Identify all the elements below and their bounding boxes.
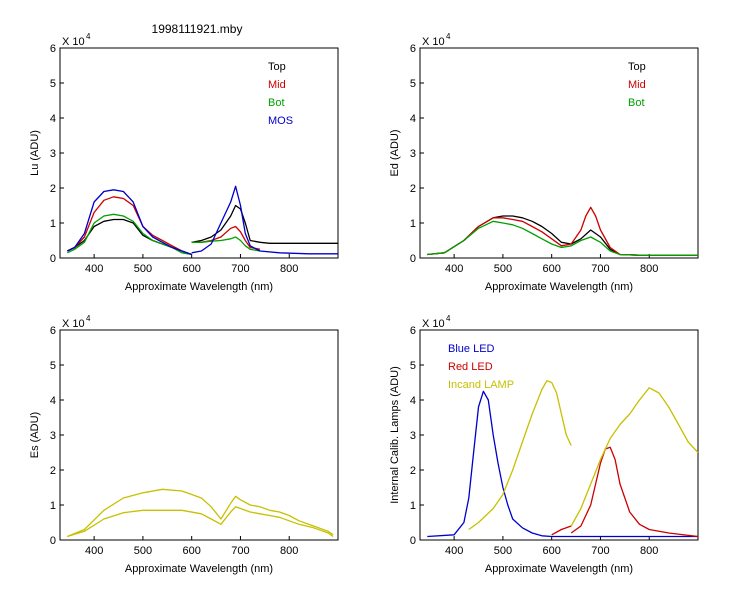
x-tick-label-2-4: 800 (280, 545, 298, 557)
series-line-3-1-1 (570, 446, 699, 538)
y-tick-label-0-1: 1 (50, 218, 56, 230)
y-tick-label-2-4: 4 (50, 395, 56, 407)
x-tick-label-2-3: 700 (231, 545, 249, 557)
x-tick-label-3-3: 700 (591, 545, 609, 557)
y-tick-label-1-3: 3 (410, 148, 416, 160)
series-line-3-1-0 (551, 525, 572, 536)
x-tick-label-1-0: 400 (445, 263, 463, 275)
series-line-3-0-0 (427, 390, 698, 538)
y-axis-label-1: Ed (ADU) (389, 129, 401, 176)
y-tick-label-1-1: 1 (410, 218, 416, 230)
plot-frame-1 (419, 47, 699, 259)
x-tick-label-2-2: 600 (183, 545, 201, 557)
series-line-0-0-0 (67, 218, 192, 256)
y-tick-label-1-0: 0 (410, 253, 416, 265)
y-tick-label-1-2: 2 (410, 183, 416, 195)
legend-entry-3-0: Blue LED (448, 343, 495, 355)
y-tick-label-3-6: 6 (410, 325, 416, 337)
y-tick-label-1-5: 5 (410, 78, 416, 90)
series-line-3-2-1 (570, 387, 699, 527)
legend-entry-1-1: Mid (628, 79, 646, 91)
y-tick-label-3-2: 2 (410, 465, 416, 477)
series-line-0-1-0 (67, 196, 192, 256)
x-axis-label-2: Approximate Wavelength (nm) (125, 563, 273, 575)
y-tick-label-2-1: 1 (50, 500, 56, 512)
y-tick-label-0-4: 4 (50, 113, 56, 125)
y-tick-label-1-4: 4 (410, 113, 416, 125)
series-line-1-2-0 (427, 220, 698, 256)
legend-entry-1-2: Bot (628, 97, 645, 109)
x-axis-label-0: Approximate Wavelength (nm) (125, 281, 273, 293)
x-tick-label-1-2: 600 (543, 263, 561, 275)
y-axis-label-3: Internal Calib. Lamps (ADU) (389, 366, 401, 504)
y-multiplier-2: X 10 (62, 318, 85, 330)
x-tick-label-3-4: 800 (640, 545, 658, 557)
x-tick-label-0-0: 400 (85, 263, 103, 275)
series-line-0-2-1 (191, 236, 261, 252)
x-axis-label-1: Approximate Wavelength (nm) (485, 281, 633, 293)
x-axis-label-3: Approximate Wavelength (nm) (485, 563, 633, 575)
x-tick-label-0-1: 500 (134, 263, 152, 275)
legend-entry-0-3: MOS (268, 115, 293, 127)
x-tick-label-3-0: 400 (445, 545, 463, 557)
y-tick-label-3-0: 0 (410, 535, 416, 547)
series-line-2-0-1 (67, 506, 334, 538)
y-multiplier-exponent-1: 4 (446, 32, 451, 41)
legend-entry-0-2: Bot (268, 97, 285, 109)
y-tick-label-2-6: 6 (50, 325, 56, 337)
y-multiplier-0: X 10 (62, 36, 85, 48)
y-tick-label-3-1: 1 (410, 500, 416, 512)
y-multiplier-3: X 10 (422, 318, 445, 330)
y-axis-label-0: Lu (ADU) (29, 130, 41, 176)
y-tick-label-1-6: 6 (410, 43, 416, 55)
y-tick-label-3-4: 4 (410, 395, 416, 407)
x-tick-label-1-1: 500 (494, 263, 512, 275)
x-tick-label-0-4: 800 (280, 263, 298, 275)
y-tick-label-0-6: 6 (50, 43, 56, 55)
y-tick-label-2-3: 3 (50, 430, 56, 442)
y-axis-label-2: Es (ADU) (29, 412, 41, 458)
figure-title: 1998111921.mby (152, 22, 243, 36)
y-tick-label-2-0: 0 (50, 535, 56, 547)
y-tick-label-3-3: 3 (410, 430, 416, 442)
y-tick-label-3-5: 5 (410, 360, 416, 372)
legend-entry-3-2: Incand LAMP (448, 379, 514, 391)
plot-frame-0 (59, 47, 339, 259)
series-line-2-0-0 (67, 488, 334, 538)
plot-frame-2 (59, 329, 339, 541)
legend-entry-0-0: Top (268, 61, 286, 73)
y-tick-label-0-3: 3 (50, 148, 56, 160)
legend-entry-3-1: Red LED (448, 361, 493, 373)
x-tick-label-2-1: 500 (134, 545, 152, 557)
x-tick-label-3-1: 500 (494, 545, 512, 557)
y-tick-label-0-5: 5 (50, 78, 56, 90)
x-tick-label-0-2: 600 (183, 263, 201, 275)
y-tick-label-2-5: 5 (50, 360, 56, 372)
y-tick-label-0-0: 0 (50, 253, 56, 265)
y-multiplier-1: X 10 (422, 36, 445, 48)
legend-entry-1-0: Top (628, 61, 646, 73)
y-multiplier-exponent-0: 4 (86, 32, 91, 41)
x-tick-label-1-3: 700 (591, 263, 609, 275)
x-tick-label-0-3: 700 (231, 263, 249, 275)
series-line-0-3-0 (67, 189, 192, 256)
x-tick-label-1-4: 800 (640, 263, 658, 275)
y-tick-label-2-2: 2 (50, 465, 56, 477)
series-line-0-3-1 (191, 185, 338, 255)
series-line-1-1-0 (427, 206, 698, 256)
series-line-1-0-0 (427, 215, 698, 256)
x-tick-label-2-0: 400 (85, 545, 103, 557)
y-multiplier-exponent-2: 4 (86, 314, 91, 323)
series-line-3-2-0 (468, 380, 572, 531)
y-multiplier-exponent-3: 4 (446, 314, 451, 323)
legend-entry-0-1: Mid (268, 79, 286, 91)
y-tick-label-0-2: 2 (50, 183, 56, 195)
x-tick-label-3-2: 600 (543, 545, 561, 557)
